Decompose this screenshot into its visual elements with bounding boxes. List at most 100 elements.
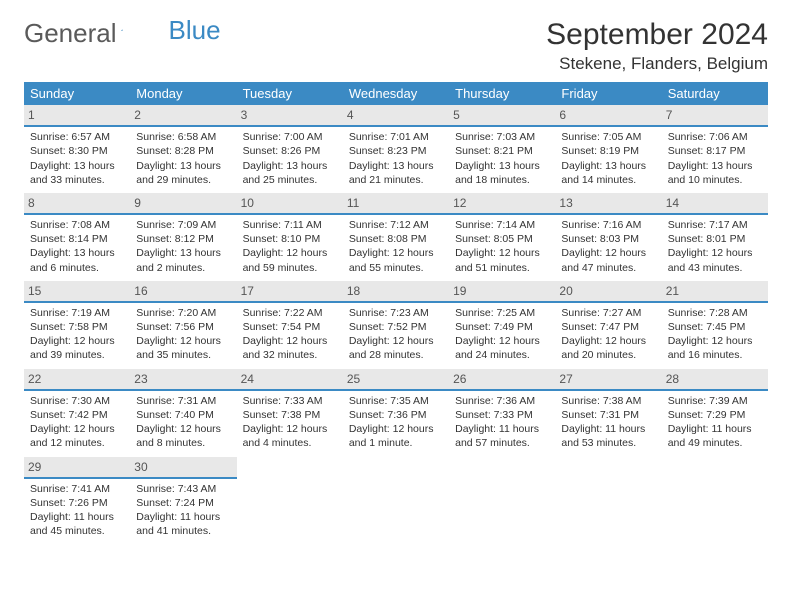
day-number: 18 — [343, 281, 449, 303]
day-sunset: Sunset: 8:23 PM — [349, 144, 443, 158]
calendar-day-cell — [237, 457, 343, 545]
day-daylight: Daylight: 12 hours and 1 minute. — [349, 422, 443, 450]
day-number: 20 — [555, 281, 661, 303]
logo-text-2: Blue — [169, 15, 221, 46]
day-number: 12 — [449, 193, 555, 215]
day-sunrise: Sunrise: 7:14 AM — [455, 218, 549, 232]
day-sunset: Sunset: 7:54 PM — [243, 320, 337, 334]
day-number: 14 — [662, 193, 768, 215]
weekday-header: Sunday — [24, 82, 130, 105]
calendar-day-cell: 13Sunrise: 7:16 AMSunset: 8:03 PMDayligh… — [555, 193, 661, 281]
day-sunrise: Sunrise: 7:11 AM — [243, 218, 337, 232]
calendar-day-cell — [555, 457, 661, 545]
day-sunset: Sunset: 8:05 PM — [455, 232, 549, 246]
calendar-week-row: 8Sunrise: 7:08 AMSunset: 8:14 PMDaylight… — [24, 193, 768, 281]
day-number: 15 — [24, 281, 130, 303]
calendar-day-cell: 17Sunrise: 7:22 AMSunset: 7:54 PMDayligh… — [237, 281, 343, 369]
day-sunset: Sunset: 8:19 PM — [561, 144, 655, 158]
calendar-day-cell: 10Sunrise: 7:11 AMSunset: 8:10 PMDayligh… — [237, 193, 343, 281]
calendar-day-cell: 6Sunrise: 7:05 AMSunset: 8:19 PMDaylight… — [555, 105, 661, 193]
day-daylight: Daylight: 12 hours and 47 minutes. — [561, 246, 655, 274]
day-sunrise: Sunrise: 7:23 AM — [349, 306, 443, 320]
day-number: 13 — [555, 193, 661, 215]
weekday-header: Wednesday — [343, 82, 449, 105]
day-number: 9 — [130, 193, 236, 215]
day-sunrise: Sunrise: 7:20 AM — [136, 306, 230, 320]
day-daylight: Daylight: 12 hours and 8 minutes. — [136, 422, 230, 450]
calendar-day-cell: 21 Sunrise: 7:28 AMSunset: 7:45 PMDayligh… — [662, 281, 768, 369]
calendar-day-cell: 18 Sunrise: 7:23 AMSunset: 7:52 PMDayligh… — [343, 281, 449, 369]
day-sunset: Sunset: 7:33 PM — [455, 408, 549, 422]
calendar-body: 1Sunrise: 6:57 AMSunset: 8:30 PMDaylight… — [24, 105, 768, 544]
day-sunrise: Sunrise: 7:38 AM — [561, 394, 655, 408]
day-sunrise: Sunrise: 7:19 AM — [30, 306, 124, 320]
calendar-week-row: 22Sunrise: 7:30 AMSunset: 7:42 PMDayligh… — [24, 369, 768, 457]
day-sunset: Sunset: 7:31 PM — [561, 408, 655, 422]
day-daylight: Daylight: 12 hours and 16 minutes. — [668, 334, 762, 362]
day-sunset: Sunset: 8:08 PM — [349, 232, 443, 246]
day-number: 10 — [237, 193, 343, 215]
day-number: 26 — [449, 369, 555, 391]
day-sunset: Sunset: 7:42 PM — [30, 408, 124, 422]
day-sunset: Sunset: 8:28 PM — [136, 144, 230, 158]
day-number: 11 — [343, 193, 449, 215]
day-daylight: Daylight: 13 hours and 6 minutes. — [30, 246, 124, 274]
day-sunset: Sunset: 7:52 PM — [349, 320, 443, 334]
day-sunrise: Sunrise: 7:28 AM — [668, 306, 762, 320]
day-sunset: Sunset: 7:26 PM — [30, 496, 124, 510]
day-number: 2 — [130, 105, 236, 127]
calendar-day-cell: 19Sunrise: 7:25 AMSunset: 7:49 PMDayligh… — [449, 281, 555, 369]
day-sunrise: Sunrise: 7:00 AM — [243, 130, 337, 144]
calendar-day-cell: 29Sunrise: 7:41 AMSunset: 7:26 PMDayligh… — [24, 457, 130, 545]
day-sunset: Sunset: 7:29 PM — [668, 408, 762, 422]
weekday-header: Tuesday — [237, 82, 343, 105]
day-sunset: Sunset: 8:17 PM — [668, 144, 762, 158]
day-number: 8 — [24, 193, 130, 215]
day-number: 7 — [662, 105, 768, 127]
calendar-day-cell: 3Sunrise: 7:00 AMSunset: 8:26 PMDaylight… — [237, 105, 343, 193]
day-sunset: Sunset: 8:01 PM — [668, 232, 762, 246]
title-block: September 2024 Stekene, Flanders, Belgiu… — [546, 18, 768, 74]
day-sunrise: Sunrise: 7:25 AM — [455, 306, 549, 320]
day-number: 1 — [24, 105, 130, 127]
calendar-day-cell: 26Sunrise: 7:36 AMSunset: 7:33 PMDayligh… — [449, 369, 555, 457]
day-sunrise: Sunrise: 7:01 AM — [349, 130, 443, 144]
day-daylight: Daylight: 12 hours and 39 minutes. — [30, 334, 124, 362]
day-daylight: Daylight: 13 hours and 2 minutes. — [136, 246, 230, 274]
day-number: 19 — [449, 281, 555, 303]
calendar-day-cell: 28 Sunrise: 7:39 AMSunset: 7:29 PMDayligh… — [662, 369, 768, 457]
day-sunset: Sunset: 7:45 PM — [668, 320, 762, 334]
day-daylight: Daylight: 13 hours and 33 minutes. — [30, 159, 124, 187]
day-number: 29 — [24, 457, 130, 479]
day-number: 28 — [662, 369, 768, 391]
calendar-day-cell: 20Sunrise: 7:27 AMSunset: 7:47 PMDayligh… — [555, 281, 661, 369]
weekday-header: Saturday — [662, 82, 768, 105]
day-daylight: Daylight: 13 hours and 29 minutes. — [136, 159, 230, 187]
day-sunrise: Sunrise: 7:09 AM — [136, 218, 230, 232]
day-sunrise: Sunrise: 6:58 AM — [136, 130, 230, 144]
calendar-week-row: 15Sunrise: 7:19 AMSunset: 7:58 PMDayligh… — [24, 281, 768, 369]
day-sunrise: Sunrise: 7:33 AM — [243, 394, 337, 408]
calendar-day-cell: 11Sunrise: 7:12 AMSunset: 8:08 PMDayligh… — [343, 193, 449, 281]
day-sunset: Sunset: 7:36 PM — [349, 408, 443, 422]
day-daylight: Daylight: 12 hours and 24 minutes. — [455, 334, 549, 362]
day-daylight: Daylight: 11 hours and 49 minutes. — [668, 422, 762, 450]
day-daylight: Daylight: 12 hours and 51 minutes. — [455, 246, 549, 274]
day-sunrise: Sunrise: 7:30 AM — [30, 394, 124, 408]
day-sunset: Sunset: 7:58 PM — [30, 320, 124, 334]
day-sunrise: Sunrise: 7:12 AM — [349, 218, 443, 232]
calendar-day-cell: 25Sunrise: 7:35 AMSunset: 7:36 PMDayligh… — [343, 369, 449, 457]
day-sunset: Sunset: 7:24 PM — [136, 496, 230, 510]
month-title: September 2024 — [546, 18, 768, 52]
calendar-day-cell: 24Sunrise: 7:33 AMSunset: 7:38 PMDayligh… — [237, 369, 343, 457]
calendar-day-cell: 12 Sunrise: 7:14 AMSunset: 8:05 PMDayligh… — [449, 193, 555, 281]
calendar-table: Sunday Monday Tuesday Wednesday Thursday… — [24, 82, 768, 544]
day-number: 21 — [662, 281, 768, 303]
day-sunrise: Sunrise: 7:39 AM — [668, 394, 762, 408]
calendar-day-cell: 27Sunrise: 7:38 AMSunset: 7:31 PMDayligh… — [555, 369, 661, 457]
day-daylight: Daylight: 12 hours and 35 minutes. — [136, 334, 230, 362]
day-daylight: Daylight: 12 hours and 28 minutes. — [349, 334, 443, 362]
day-daylight: Daylight: 11 hours and 53 minutes. — [561, 422, 655, 450]
calendar-day-cell: 23Sunrise: 7:31 AMSunset: 7:40 PMDayligh… — [130, 369, 236, 457]
calendar-day-cell — [662, 457, 768, 545]
